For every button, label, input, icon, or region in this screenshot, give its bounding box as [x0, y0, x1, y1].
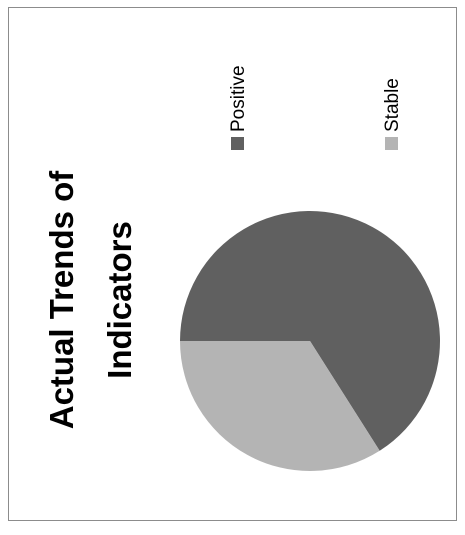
chart-title-line-1: Actual Trends of: [43, 170, 80, 430]
legend-label-stable: Stable: [382, 78, 403, 132]
chart-title-line-2: Indicators: [101, 221, 138, 379]
legend-entry-positive: Positive: [228, 65, 249, 150]
legend-label-positive: Positive: [228, 65, 249, 132]
legend-entry-stable: Stable: [382, 78, 403, 150]
legend-swatch-positive: [231, 137, 244, 150]
pie-slice-positive: [180, 211, 441, 451]
pie-slices: [180, 211, 441, 471]
pie-slice-stable: [180, 341, 380, 471]
chart-title: Actual Trends of Indicators: [43, 170, 138, 430]
legend-swatch-stable: [385, 137, 398, 150]
legend: Positive Stable: [228, 65, 403, 150]
